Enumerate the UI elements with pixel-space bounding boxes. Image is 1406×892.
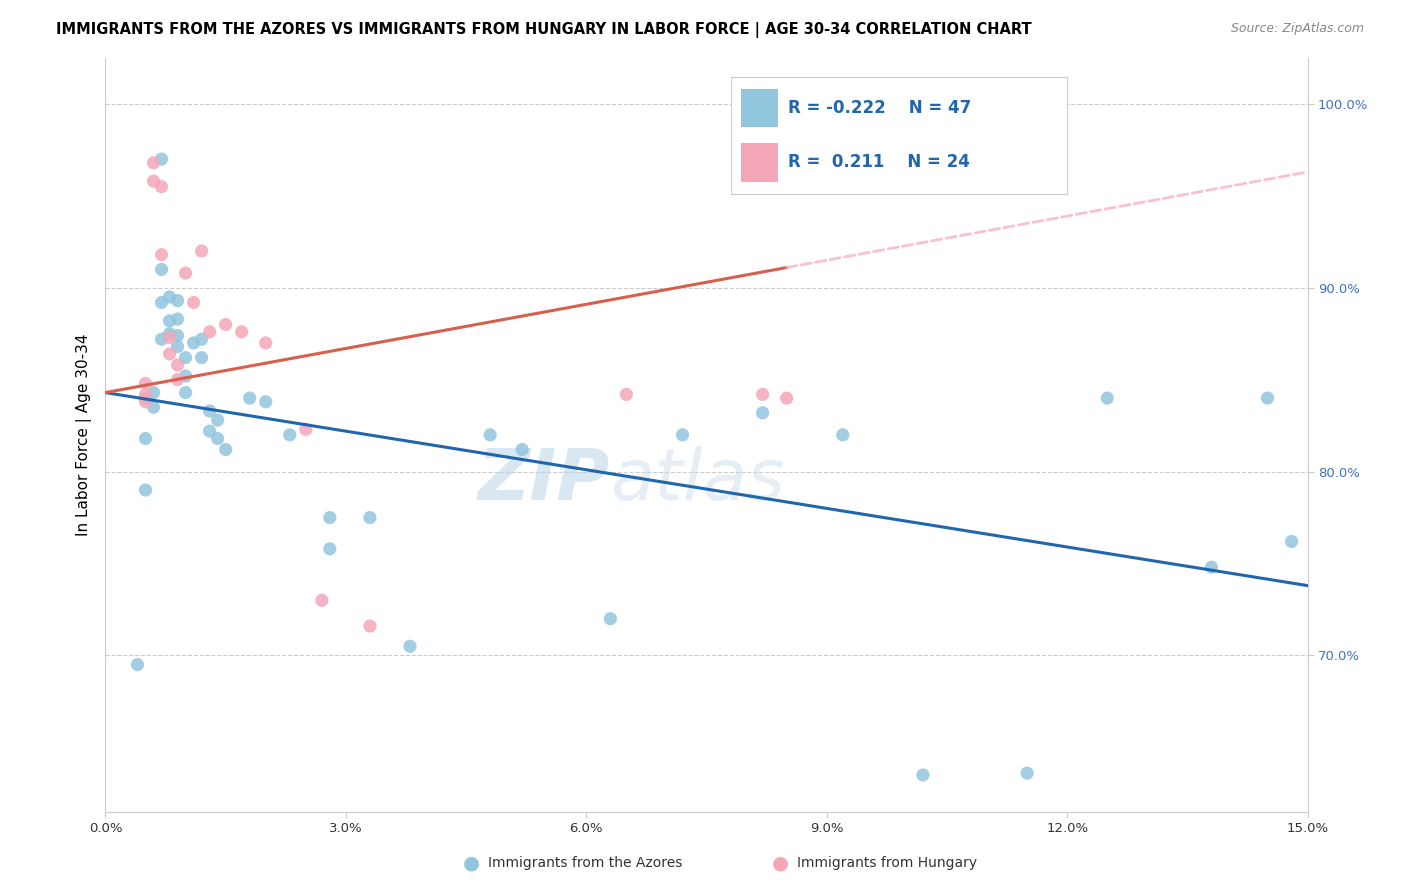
- Point: [198, 325, 221, 339]
- Point: [159, 314, 181, 328]
- Point: [1201, 560, 1223, 574]
- Point: [207, 413, 229, 427]
- Point: [174, 385, 197, 400]
- Point: [359, 619, 381, 633]
- Point: [174, 266, 197, 280]
- Point: [359, 510, 381, 524]
- Text: ●: ●: [772, 854, 789, 873]
- Point: [776, 391, 799, 405]
- Point: [166, 358, 188, 372]
- Point: [1017, 766, 1039, 780]
- Point: [135, 376, 157, 391]
- Point: [295, 422, 318, 436]
- Point: [174, 369, 197, 384]
- Y-axis label: In Labor Force | Age 30-34: In Labor Force | Age 30-34: [76, 334, 93, 536]
- Point: [174, 351, 197, 365]
- Point: [479, 427, 502, 442]
- Point: [183, 335, 205, 350]
- Point: [135, 432, 157, 446]
- Point: [150, 332, 173, 346]
- Point: [135, 387, 157, 401]
- Point: [214, 442, 236, 457]
- Point: [190, 332, 212, 346]
- Point: [142, 174, 165, 188]
- Point: [311, 593, 333, 607]
- Point: [198, 424, 221, 438]
- Point: [231, 325, 253, 339]
- Point: [214, 318, 236, 332]
- Point: [150, 179, 173, 194]
- Point: [599, 612, 621, 626]
- Point: [510, 442, 533, 457]
- Point: [1281, 534, 1303, 549]
- Point: [166, 328, 188, 343]
- Text: Immigrants from Hungary: Immigrants from Hungary: [797, 856, 977, 871]
- Point: [159, 347, 181, 361]
- Point: [135, 483, 157, 497]
- Point: [183, 295, 205, 310]
- Point: [198, 404, 221, 418]
- Point: [150, 295, 173, 310]
- Point: [831, 427, 853, 442]
- Point: [239, 391, 262, 405]
- Point: [150, 248, 173, 262]
- Text: Immigrants from the Azores: Immigrants from the Azores: [488, 856, 682, 871]
- Point: [399, 640, 422, 654]
- Point: [319, 510, 342, 524]
- Point: [142, 385, 165, 400]
- Text: IMMIGRANTS FROM THE AZORES VS IMMIGRANTS FROM HUNGARY IN LABOR FORCE | AGE 30-34: IMMIGRANTS FROM THE AZORES VS IMMIGRANTS…: [56, 22, 1032, 38]
- Point: [166, 293, 188, 308]
- Point: [751, 387, 773, 401]
- Point: [135, 391, 157, 405]
- Point: [159, 326, 181, 341]
- Point: [190, 244, 212, 258]
- Point: [150, 262, 173, 277]
- Point: [319, 541, 342, 556]
- Text: atlas: atlas: [610, 446, 785, 515]
- Point: [127, 657, 149, 672]
- Point: [207, 432, 229, 446]
- Point: [142, 155, 165, 169]
- Point: [166, 340, 188, 354]
- Point: [751, 406, 773, 420]
- Point: [254, 335, 277, 350]
- Text: ●: ●: [463, 854, 479, 873]
- Point: [166, 373, 188, 387]
- Point: [142, 401, 165, 415]
- Text: Source: ZipAtlas.com: Source: ZipAtlas.com: [1230, 22, 1364, 36]
- Point: [190, 351, 212, 365]
- Point: [1097, 391, 1119, 405]
- Point: [671, 427, 693, 442]
- Point: [616, 387, 638, 401]
- Point: [159, 330, 181, 344]
- Point: [159, 290, 181, 304]
- Point: [278, 427, 301, 442]
- Point: [135, 394, 157, 409]
- Point: [150, 152, 173, 166]
- Point: [254, 394, 277, 409]
- Point: [1257, 391, 1279, 405]
- Text: ZIP: ZIP: [478, 446, 610, 515]
- Point: [166, 312, 188, 326]
- Point: [911, 768, 934, 782]
